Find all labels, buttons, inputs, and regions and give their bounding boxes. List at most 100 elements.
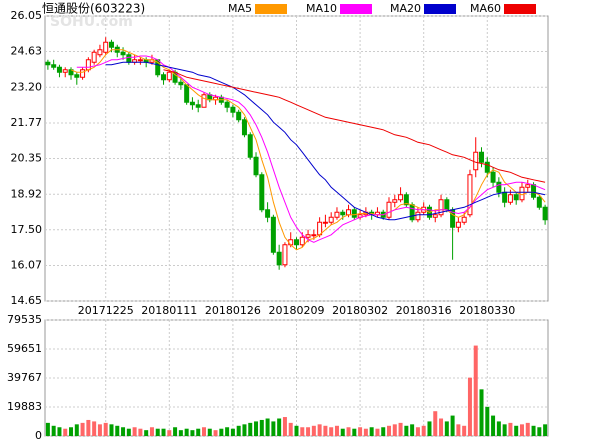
volume-bar xyxy=(282,417,287,436)
candle-body xyxy=(294,239,299,246)
candle-body xyxy=(398,194,404,201)
volume-bar xyxy=(51,425,56,436)
candle-body xyxy=(513,194,519,201)
volume-bar xyxy=(358,427,363,436)
candle-body xyxy=(108,41,114,48)
candle-body xyxy=(161,74,167,81)
volume-bar xyxy=(92,421,97,436)
volume-bar xyxy=(537,427,542,436)
volume-bar xyxy=(398,422,403,436)
legend-swatch xyxy=(340,4,372,14)
candle-body xyxy=(467,174,473,216)
candle-body xyxy=(525,184,531,188)
ma-line xyxy=(70,49,546,251)
candle-body xyxy=(189,101,195,106)
volume-bar xyxy=(109,424,114,436)
volume-bar xyxy=(531,425,536,436)
volume-bar xyxy=(473,345,478,436)
y-tick-label: 24.63 xyxy=(11,45,43,58)
candle-body xyxy=(74,74,80,78)
volume-bar xyxy=(462,425,467,436)
candle-body xyxy=(195,104,201,108)
volume-bar xyxy=(207,428,212,436)
candle-body xyxy=(455,221,461,228)
candle-body xyxy=(484,161,490,173)
candle-body xyxy=(270,216,276,253)
x-tick-label: 20180126 xyxy=(205,304,261,317)
volume-bar xyxy=(439,418,444,436)
candle-body xyxy=(259,174,265,211)
chart-title: 恒通股份(603223) xyxy=(42,2,145,16)
y-tick-label: 23.20 xyxy=(11,80,43,93)
volume-tick-label: 59651 xyxy=(7,342,42,355)
volume-bar xyxy=(410,424,415,436)
candle-body xyxy=(120,51,126,56)
candle-body xyxy=(282,244,288,266)
candle-body xyxy=(531,184,537,198)
volume-bar xyxy=(265,418,270,436)
watermark: SOHU.com xyxy=(50,14,133,30)
volume-bar xyxy=(63,428,68,436)
ma-line xyxy=(163,69,546,183)
candle-body xyxy=(317,221,323,236)
volume-bar xyxy=(444,421,449,436)
candle-body xyxy=(241,119,247,136)
candle-body xyxy=(444,199,450,211)
candle-body xyxy=(311,234,317,237)
candle-body xyxy=(461,216,467,223)
volume-bar xyxy=(225,427,230,436)
volume-bar xyxy=(242,424,247,436)
candle-body xyxy=(201,94,207,108)
x-tick-label: 20171225 xyxy=(78,304,134,317)
volume-bar xyxy=(103,422,108,436)
volume-bar xyxy=(404,425,409,436)
volume-bar xyxy=(277,418,282,436)
volume-bar xyxy=(144,430,149,436)
candle-body xyxy=(178,81,184,86)
volume-bar xyxy=(323,425,328,436)
candle-body xyxy=(276,251,282,266)
volume-bar xyxy=(317,424,322,436)
legend-label: MA20 xyxy=(390,2,421,15)
volume-bar xyxy=(467,377,472,436)
volume-bar xyxy=(387,425,392,436)
volume-bar xyxy=(236,425,241,436)
candle-body xyxy=(51,64,57,68)
candle-body xyxy=(299,236,305,246)
candle-body xyxy=(184,84,190,103)
candle-body xyxy=(91,51,97,63)
y-tick-label: 18.92 xyxy=(11,187,43,200)
candle-body xyxy=(80,69,86,78)
volume-bar xyxy=(306,427,311,436)
volume-bar xyxy=(311,425,316,436)
candle-body xyxy=(253,156,259,176)
volume-bar xyxy=(213,430,218,436)
volume-bar xyxy=(519,424,524,436)
volume-bar xyxy=(288,422,293,436)
x-tick-label: 20180209 xyxy=(269,304,325,317)
candle-body xyxy=(479,151,485,163)
candle-body xyxy=(415,211,421,221)
volume-bar xyxy=(352,428,357,436)
candle-body xyxy=(305,234,311,238)
x-tick-label: 20180330 xyxy=(459,304,515,317)
volume-bar xyxy=(173,427,178,436)
volume-bar xyxy=(149,427,154,436)
volume-bar xyxy=(115,425,120,436)
volume-bar xyxy=(45,422,50,436)
candle-body xyxy=(137,59,143,62)
volume-bar xyxy=(230,428,235,436)
volume-bar xyxy=(259,419,264,436)
volume-bar xyxy=(248,422,253,436)
candle-body xyxy=(166,71,172,81)
volume-bar xyxy=(132,427,137,436)
candle-body xyxy=(502,191,508,203)
candle-body xyxy=(346,209,352,216)
volume-bar xyxy=(196,428,201,436)
candle-body xyxy=(542,206,548,221)
volume-bar xyxy=(201,427,206,436)
volume-bar xyxy=(254,421,259,436)
candle-body xyxy=(322,221,328,224)
y-tick-label: 20.35 xyxy=(11,152,43,165)
